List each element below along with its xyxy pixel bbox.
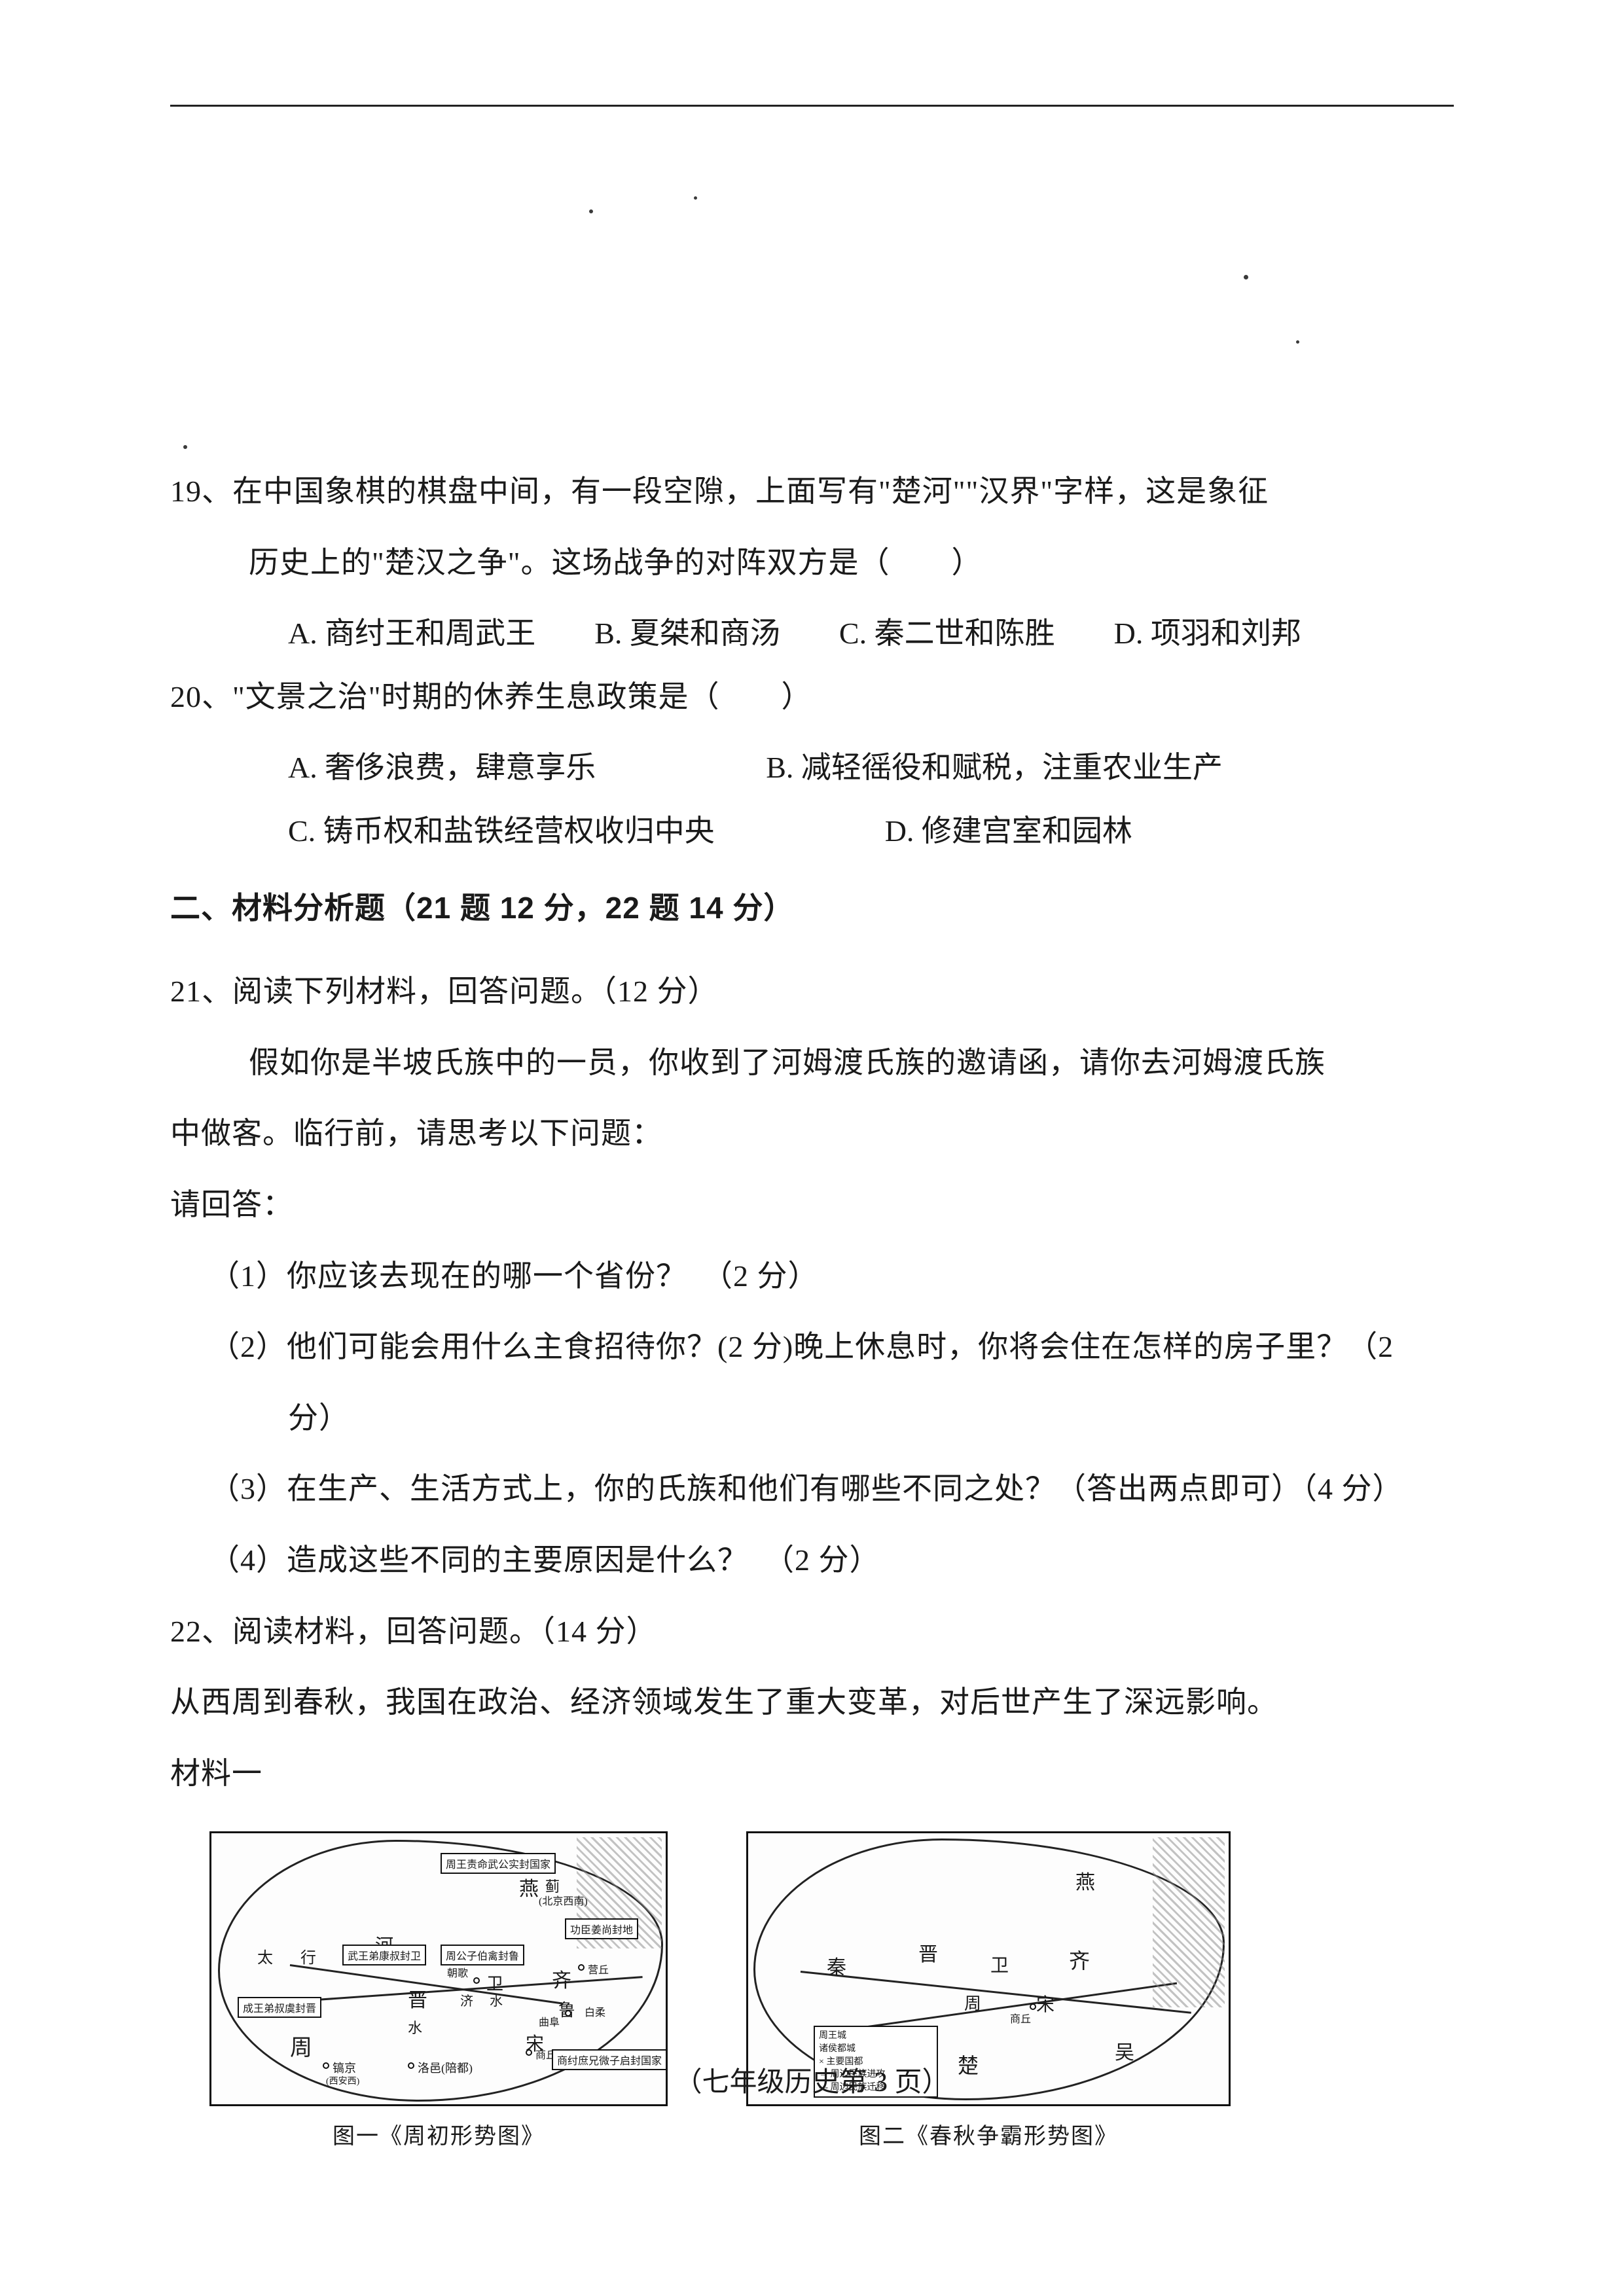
map1-tag3: 武王弟康叔封卫 [342,1945,426,1965]
map1-tag1: 周王责命武公实封国家 [441,1853,556,1874]
figure-row: 燕 蓟 (北京西南) 河 太 行 晋 卫 齐 鲁 宋 周 济 水 水 镐京 (西… [209,1831,1454,2150]
q19-stem-line1: 19、在中国象棋的棋盘中间，有一段空隙，上面写有"楚河""汉界"字样，这是象征 [170,460,1454,524]
map2-yan: 燕 [1075,1866,1095,1895]
q21-sub1: （1）你应该去现在的哪一个省份？ （2 分） [170,1245,1454,1308]
q19-opt-a: A. 商纣王和周武王 [288,602,535,666]
q21-p2: 中做客。临行前，请思考以下问题： [170,1102,1454,1166]
speck [694,196,697,200]
map1-jishui: 济 水 [460,1990,509,2009]
q20-text: "文景之治"时期的休养生息政策是（ ） [232,680,812,713]
map1-yingqiu: 营丘 [588,1961,609,1977]
map1-yan: 燕 [519,1873,539,1901]
q22-head: 22、阅读材料，回答问题。（14 分） [170,1600,1454,1664]
speck [183,445,187,449]
map2-sea [1153,1837,1225,2007]
map1-shui: 水 [408,2017,422,2037]
map1-tag2: 功臣姜尚封地 [565,1918,638,1939]
q20-stem: 20、"文景之治"时期的休养生息政策是（ ） [170,666,1454,729]
map1-beijing: (北京西南) [539,1892,588,1908]
map2-wei: 卫 [990,1951,1009,1977]
map1-tag5: 成王弟叔虞封晋 [238,1997,321,2018]
q19-opt-b: B. 夏桀和商汤 [594,602,780,666]
q21-sub3: （3）在生产、生活方式上，你的氏族和他们有哪些不同之处？（答出两点即可）（4 分… [170,1458,1454,1521]
q20-opt-c: C. 铸币权和盐铁经营权收归中央 [288,800,715,863]
map1-jin: 晋 [408,1984,427,2013]
top-rule [170,105,1454,107]
map2-legend2: 诸侯都城 [819,2043,933,2056]
map2-qin: 秦 [827,1951,846,1980]
map1-tag4: 周公子伯禽封鲁 [441,1945,524,1965]
q19-text-a: 在中国象棋的棋盘中间，有一段空隙，上面写有"楚河""汉界"字样，这是象征 [232,475,1269,508]
map2-song: 宋 [1036,1990,1055,2017]
map2-zhou: 周 [964,1990,981,2015]
q19-number: 19、 [170,475,232,508]
q22-material-label: 材料一 [170,1742,1454,1806]
figure-2: 燕 秦 晋 卫 齐 周 宋 商丘 楚 吴 周王城 诸侯都城 × 主要国都 → 周… [746,1831,1231,2150]
exam-page: 19、在中国象棋的棋盘中间，有一段空隙，上面写有"楚河""汉界"字样，这是象征 … [0,0,1624,2296]
map1-chaoge: 朝歌 [447,1964,468,1980]
q22-p1: 从西周到春秋，我国在政治、经济领域发生了重大变革，对后世产生了深远影响。 [170,1671,1454,1734]
q20-options-row2: C. 铸币权和盐铁经营权收归中央 D. 修建宫室和园林 [170,800,1454,863]
page-footer: （七年级历史第 3 页） [0,2060,1624,2100]
q19-opt-c: C. 秦二世和陈胜 [839,602,1055,666]
q21-p1: 假如你是半坡氏族中的一员，你收到了河姆渡氏族的邀请函，请你去河姆渡氏族 [170,1031,1454,1095]
map1-qufu: 曲阜 [539,2013,560,2029]
q21-sub2b: 分） [170,1387,1454,1450]
speck [1296,340,1299,344]
q19-options: A. 商纣王和周武王 B. 夏桀和商汤 C. 秦二世和陈胜 D. 项羽和刘邦 [170,602,1454,666]
map1-zhou: 周 [290,2030,312,2062]
q20-number: 20、 [170,680,232,713]
map2-shangqiu: 商丘 [1010,2010,1031,2026]
q21-sub2: （2）他们可能会用什么主食招待你？(2 分)晚上休息时，你将会住在怎样的房子里？… [170,1316,1454,1379]
q21-sub4: （4）造成这些不同的主要原因是什么？ （2 分） [170,1529,1454,1592]
q21-ask: 请回答： [170,1174,1454,1237]
map2-jin: 晋 [918,1938,938,1967]
speck [1244,275,1248,279]
map2-legend1: 周王城 [819,2030,933,2043]
speck [589,209,593,213]
figure-1-caption: 图一《周初形势图》 [333,2118,545,2150]
q20-opt-d: D. 修建宫室和园林 [885,800,1132,863]
map1-taihang: 太 行 [257,1945,328,1967]
map1-qi: 齐 [552,1964,571,1993]
q20-opt-b: B. 减轻徭役和赋税，注重农业生产 [766,736,1223,800]
map2-qi: 齐 [1069,1945,1090,1975]
q19-opt-d: D. 项羽和刘邦 [1114,602,1301,666]
section-2-heading: 二、材料分析题（21 题 12 分，22 题 14 分） [170,876,1454,940]
q21-head: 21、阅读下列材料，回答问题。（12 分） [170,960,1454,1024]
figure-1: 燕 蓟 (北京西南) 河 太 行 晋 卫 齐 鲁 宋 周 济 水 水 镐京 (西… [209,1831,668,2150]
map1-bairou: 白柔 [585,2003,605,2019]
map1-lu: 鲁 [558,1997,575,2021]
q19-stem-line2: 历史上的"楚汉之争"。这场战争的对阵双方是（ ） [170,531,1454,595]
q20-options-row1: A. 奢侈浪费，肆意享乐 B. 减轻徭役和赋税，注重农业生产 [170,736,1454,800]
q20-opt-a: A. 奢侈浪费，肆意享乐 [288,736,596,800]
figure-2-caption: 图二《春秋争霸形势图》 [859,2118,1118,2150]
